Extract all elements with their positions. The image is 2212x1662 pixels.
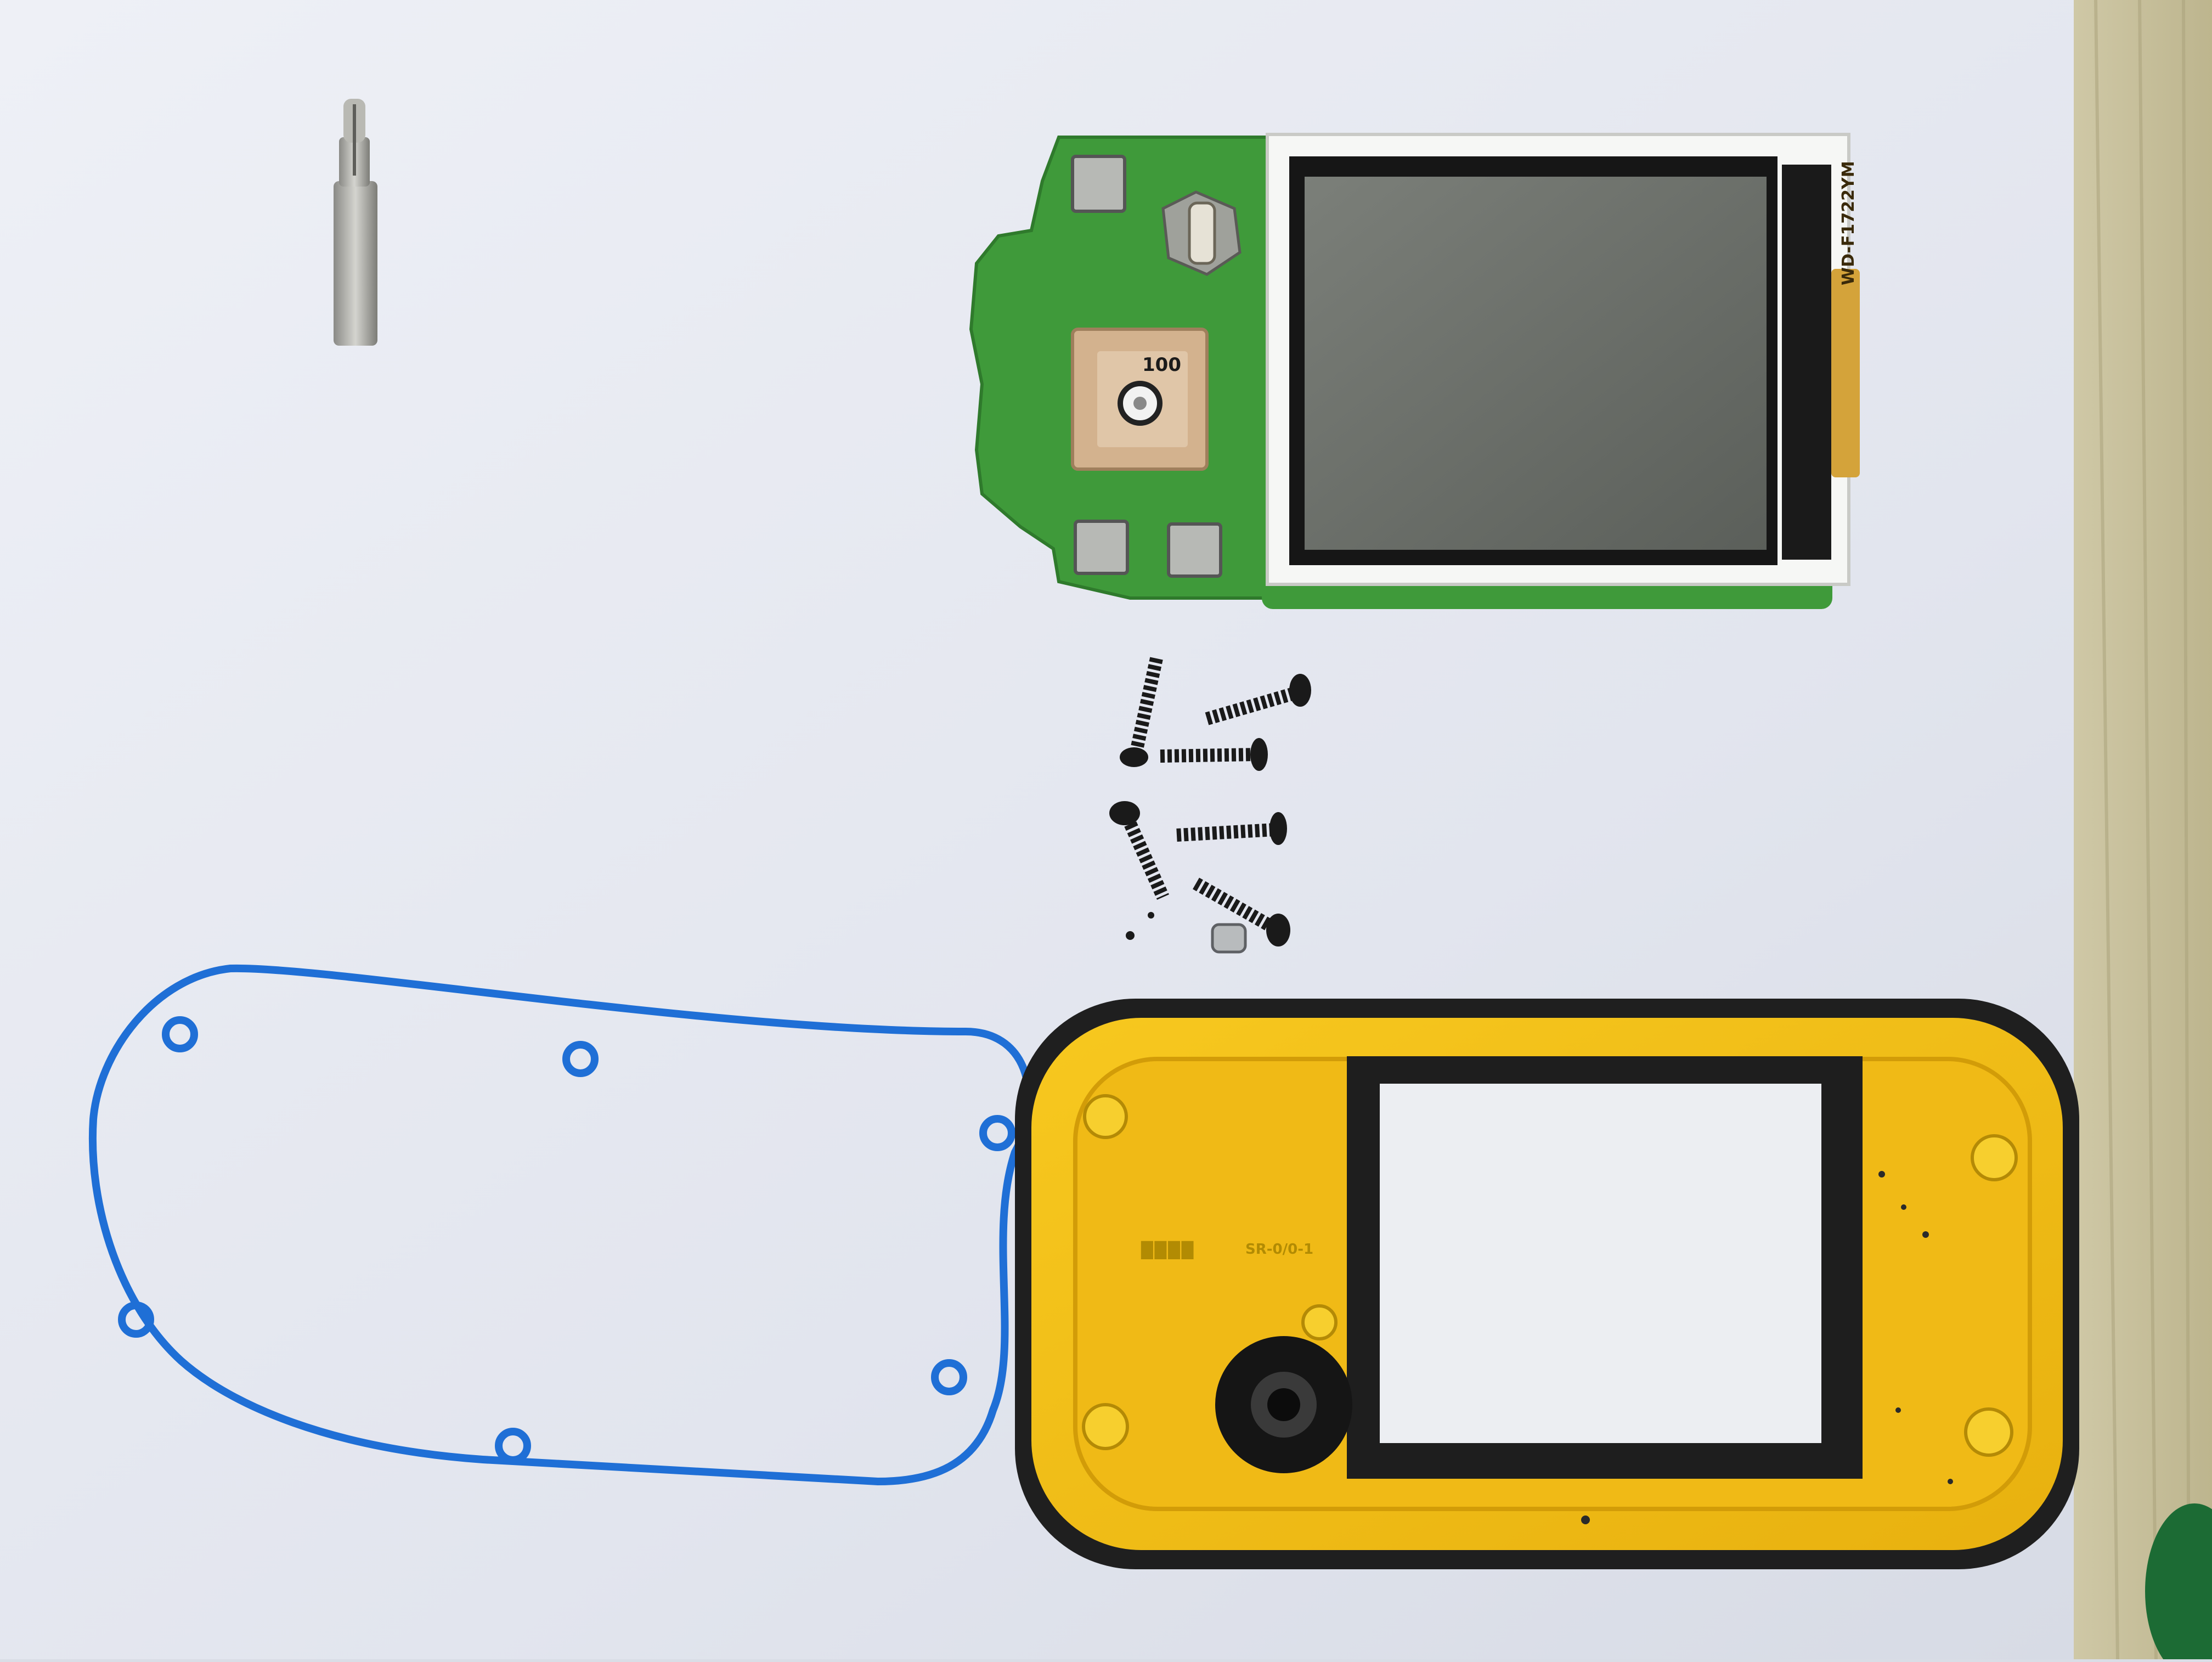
- screw-boss: [1082, 1403, 1129, 1450]
- screwdriver-handle: [2145, 1503, 2212, 1662]
- screw: [1176, 812, 1287, 845]
- screw: [1160, 738, 1268, 771]
- screws: [1109, 657, 1311, 954]
- tactile-button-bottom-right: [1167, 522, 1222, 578]
- gps-antenna: [1071, 328, 1209, 471]
- housing-window: [1380, 1084, 1821, 1443]
- screw: [1193, 877, 1290, 947]
- screw-boss: [1083, 1094, 1128, 1139]
- screw: [1109, 801, 1169, 900]
- tactile-button-bottom-left: [1074, 520, 1129, 575]
- lcd-flex-label: WD-F1722YM: [1839, 161, 1858, 285]
- housing-mark-1: ████: [1141, 1241, 1195, 1259]
- screw: [1120, 657, 1163, 767]
- circuit-board: [969, 133, 1860, 609]
- gps-antenna-label: 100: [1142, 354, 1181, 376]
- housing-mark-2: SR-0/0-1: [1245, 1241, 1314, 1258]
- screw: [1211, 923, 1247, 954]
- yellow-housing: [1015, 999, 2079, 1569]
- wood-grain: [2094, 0, 2191, 1660]
- screwdriver-bit: [334, 99, 377, 346]
- blue-gasket: [88, 964, 1033, 1486]
- screw: [1205, 674, 1311, 725]
- screw-boss: [1964, 1407, 2013, 1457]
- lcd-screen: [1305, 177, 1767, 550]
- screw-boss: [1301, 1304, 1338, 1340]
- joystick: [1161, 190, 1242, 276]
- screw-debris: [1126, 912, 1154, 940]
- tactile-button-top: [1071, 155, 1126, 213]
- screw-boss: [1971, 1134, 2018, 1181]
- lcd-flex-cable: [1831, 269, 1860, 477]
